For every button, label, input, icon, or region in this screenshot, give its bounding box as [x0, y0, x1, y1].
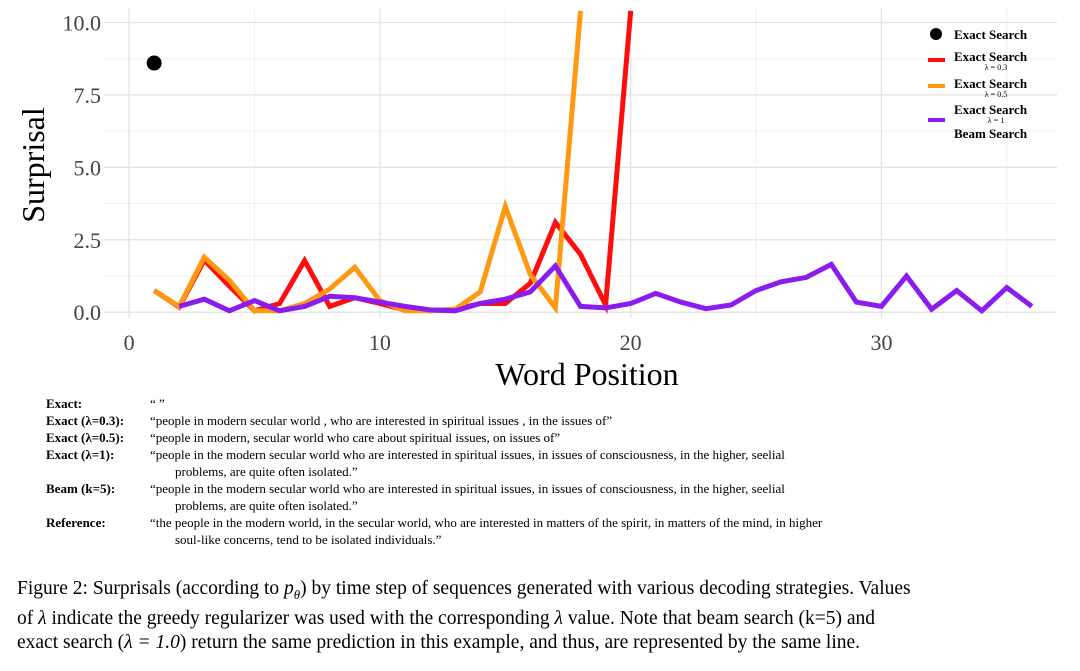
- sequence-text-line: “the people in the modern world, in the …: [150, 515, 823, 530]
- caption-math: λ: [554, 607, 563, 629]
- sequence-row: Exact: “ ”: [46, 395, 1046, 412]
- caption-text: value. Note that beam search (k=5) and: [562, 607, 875, 629]
- sequence-text: “the people in the modern world, in the …: [150, 514, 1046, 548]
- sequence-text-continuation: problems, are quite often isolated.”: [175, 498, 358, 513]
- sequence-text-line: “people in the modern secular world who …: [150, 481, 785, 496]
- caption-line-1: Figure 2: Surprisals (according to pθ) b…: [17, 577, 1073, 607]
- sequence-label: Exact (λ=0.3):: [46, 413, 125, 428]
- sequence-text-line: “people in the modern secular world who …: [150, 447, 785, 462]
- caption-text: Figure 2: Surprisals (according to: [17, 578, 284, 599]
- series-line-2: [152, 10, 583, 315]
- sequence-label: Beam (k=5):: [46, 481, 116, 496]
- caption-text: indicate the greedy regularizer was used…: [46, 607, 555, 629]
- x-tick-label: 30: [870, 330, 892, 355]
- caption-text: ) by time step of sequences generated wi…: [300, 578, 911, 599]
- series-points: [146, 55, 162, 71]
- series-line-3: [178, 261, 1034, 315]
- y-tick-label: 2.5: [74, 228, 102, 253]
- x-tick-labels: 0 10 20 30: [124, 330, 893, 355]
- x-tick-label: 0: [124, 330, 135, 355]
- sequence-text: “people in the modern secular world who …: [150, 480, 1046, 514]
- grid: [104, 8, 1057, 318]
- sequence-text-line: “people in modern, secular world who car…: [150, 430, 561, 445]
- sequence-label: Exact (λ=0.5):: [46, 430, 125, 445]
- sequence-text: “people in modern, secular world who car…: [150, 429, 1046, 446]
- caption-math: λ = 1.0: [124, 631, 180, 653]
- caption-text: ) return the same prediction in this exa…: [179, 631, 861, 653]
- sequence-text-continuation: problems, are quite often isolated.”: [175, 464, 358, 479]
- caption-math-sub: θ: [293, 586, 301, 602]
- y-tick-labels: 0.0 2.5 5.0 7.5 10.0: [63, 10, 102, 325]
- legend-label-lambda-0.5: Exact Search: [954, 76, 1028, 91]
- sequence-text-line: “ ”: [150, 396, 165, 411]
- sequence-row: Exact (λ=0.3): “people in modern secular…: [46, 412, 1046, 429]
- series-lines: [152, 10, 1034, 315]
- data-point-exact-search: [146, 55, 162, 71]
- sequence-label: Exact (λ=1):: [46, 447, 115, 462]
- legend-label-beam: Beam Search: [954, 126, 1028, 141]
- legend-label-exact: Exact Search: [954, 27, 1028, 42]
- y-tick-label: 7.5: [74, 83, 102, 108]
- legend-sub-lambda-0.5: λ = 0.5: [985, 90, 1007, 99]
- sequence-label: Exact:: [46, 396, 83, 411]
- sequence-label: Reference:: [46, 515, 106, 530]
- sequence-row: Reference: “the people in the modern wor…: [46, 514, 1046, 548]
- caption-line-2: of λ indicate the greedy regularizer was…: [17, 607, 1073, 631]
- figure-caption: Figure 2: Surprisals (according to pθ) b…: [17, 577, 1073, 655]
- sequence-row: Beam (k=5): “people in the modern secula…: [46, 480, 1046, 514]
- legend-marker-exact: [930, 28, 942, 40]
- x-axis-label: Word Position: [495, 356, 678, 392]
- y-tick-label: 10.0: [63, 10, 102, 35]
- sequence-text: “people in the modern secular world who …: [150, 446, 1046, 480]
- caption-text: exact search (: [17, 631, 125, 653]
- y-tick-label: 5.0: [74, 155, 102, 180]
- sequence-row: Exact (λ=1): “people in the modern secul…: [46, 446, 1046, 480]
- legend-label-lambda-1: Exact Search: [954, 102, 1028, 117]
- sequence-row: Exact (λ=0.5): “people in modern, secula…: [46, 429, 1046, 446]
- legend-sub-lambda-0.3: λ = 0.3: [985, 63, 1007, 72]
- caption-text: of: [17, 607, 39, 629]
- sequence-text-continuation: soul-like concerns, tend to be isolated …: [175, 532, 442, 547]
- y-axis-label: Surprisal: [15, 107, 51, 223]
- sequence-text-line: “people in modern secular world , who ar…: [150, 413, 613, 428]
- legend-sub-lambda-1: λ = 1: [988, 116, 1004, 125]
- sequence-text: “people in modern secular world , who ar…: [150, 412, 1046, 429]
- caption-line-3: exact search (λ = 1.0) return the same p…: [17, 631, 1073, 655]
- surprisal-chart: 0.0 2.5 5.0 7.5 10.0 0 10 20 30 Surprisal Word …: [15, 8, 1057, 392]
- x-tick-label: 10: [369, 330, 391, 355]
- sequence-text: “ ”: [150, 395, 1046, 412]
- legend: Exact Search Exact Search λ = 0.3 Exact …: [928, 27, 1028, 141]
- legend-label-lambda-0.3: Exact Search: [954, 49, 1028, 64]
- sequence-table: Exact: “ ” Exact (λ=0.3): “people in mod…: [46, 395, 1046, 548]
- x-tick-label: 20: [620, 330, 642, 355]
- caption-math: p: [284, 578, 294, 599]
- y-tick-label: 0.0: [74, 300, 102, 325]
- caption-math: λ: [38, 607, 47, 629]
